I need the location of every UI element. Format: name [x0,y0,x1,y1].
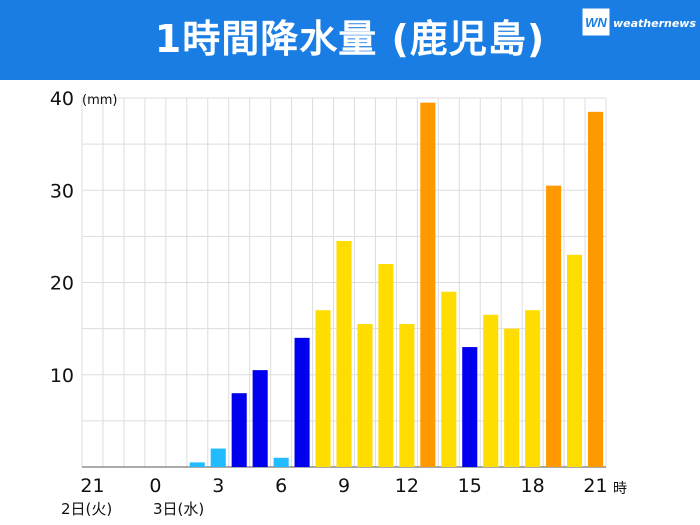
chart-title: 1時間降水量 (鹿児島) [154,17,546,61]
bar-19 [546,185,562,467]
x-tick-label: 18 [521,475,545,497]
chart-bars [189,102,604,468]
bar-4 [231,393,247,467]
bar-10 [357,324,373,467]
bar-17 [504,328,520,467]
x-axis-labels: 21 0 3 6 9 12 15 18 21 [80,475,607,497]
bar-16 [483,314,499,467]
bar-5 [252,370,268,467]
precipitation-bar-chart: 10 20 30 40 21 0 3 6 9 12 15 18 21 (mm) 時 2日(火) 3日(… [50,88,627,518]
bar-2 [189,462,205,467]
y-tick-label: 10 [50,365,74,387]
y-tick-label: 20 [50,273,74,295]
bar-21 [587,111,604,468]
bar-7 [294,337,310,467]
weathernews-logo: WN weathernews [582,8,696,38]
y-axis-unit: (mm) [82,93,117,108]
x-tick-label: 3 [212,475,224,497]
x-tick-label: 15 [458,475,482,497]
bar-6 [273,457,289,467]
bar-12 [399,324,415,467]
x-tick-label: 21 [583,475,607,497]
x-tick-label: 0 [149,475,161,497]
bar-3 [210,448,226,467]
x-tick-label: 12 [395,475,419,497]
bar-11 [378,264,394,467]
weathernews-logo-icon: WN [582,8,610,36]
bar-20 [567,254,583,467]
date-label-day3: 3日(水) [153,500,204,518]
bar-13 [420,102,436,468]
y-axis-labels: 10 20 30 40 [50,88,74,387]
y-tick-label: 30 [50,180,74,202]
bar-18 [525,310,541,467]
bar-14 [441,291,457,467]
logo-text: weathernews [613,17,697,30]
date-label-day2: 2日(火) [61,500,112,518]
x-tick-label: 21 [80,475,104,497]
bar-15 [462,347,478,467]
header-bar: 1時間降水量 (鹿児島) WN weathernews [0,0,700,80]
y-tick-label: 40 [50,88,74,110]
bar-8 [315,310,331,467]
x-axis-unit: 時 [613,481,627,497]
bar-9 [336,240,352,467]
x-tick-label: 6 [275,475,287,497]
logo-mark-text: WN [585,15,607,30]
x-tick-label: 9 [338,475,350,497]
